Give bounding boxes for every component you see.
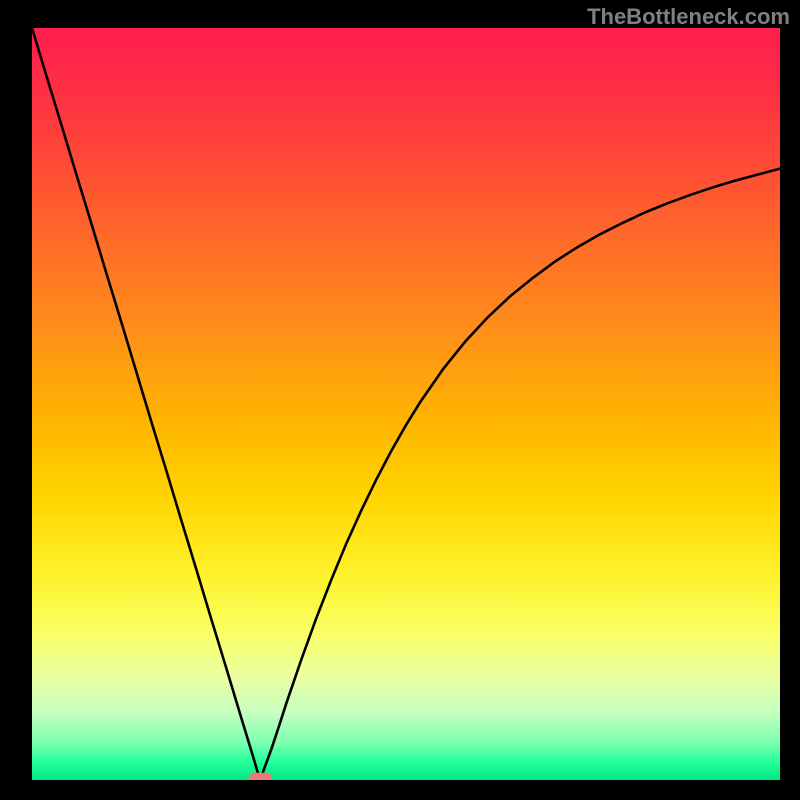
min-marker — [249, 772, 271, 780]
plot-area — [32, 28, 780, 780]
watermark-text: TheBottleneck.com — [587, 4, 790, 30]
curve-path — [32, 28, 780, 780]
bottleneck-curve — [32, 28, 780, 780]
chart-frame: TheBottleneck.com — [0, 0, 800, 800]
